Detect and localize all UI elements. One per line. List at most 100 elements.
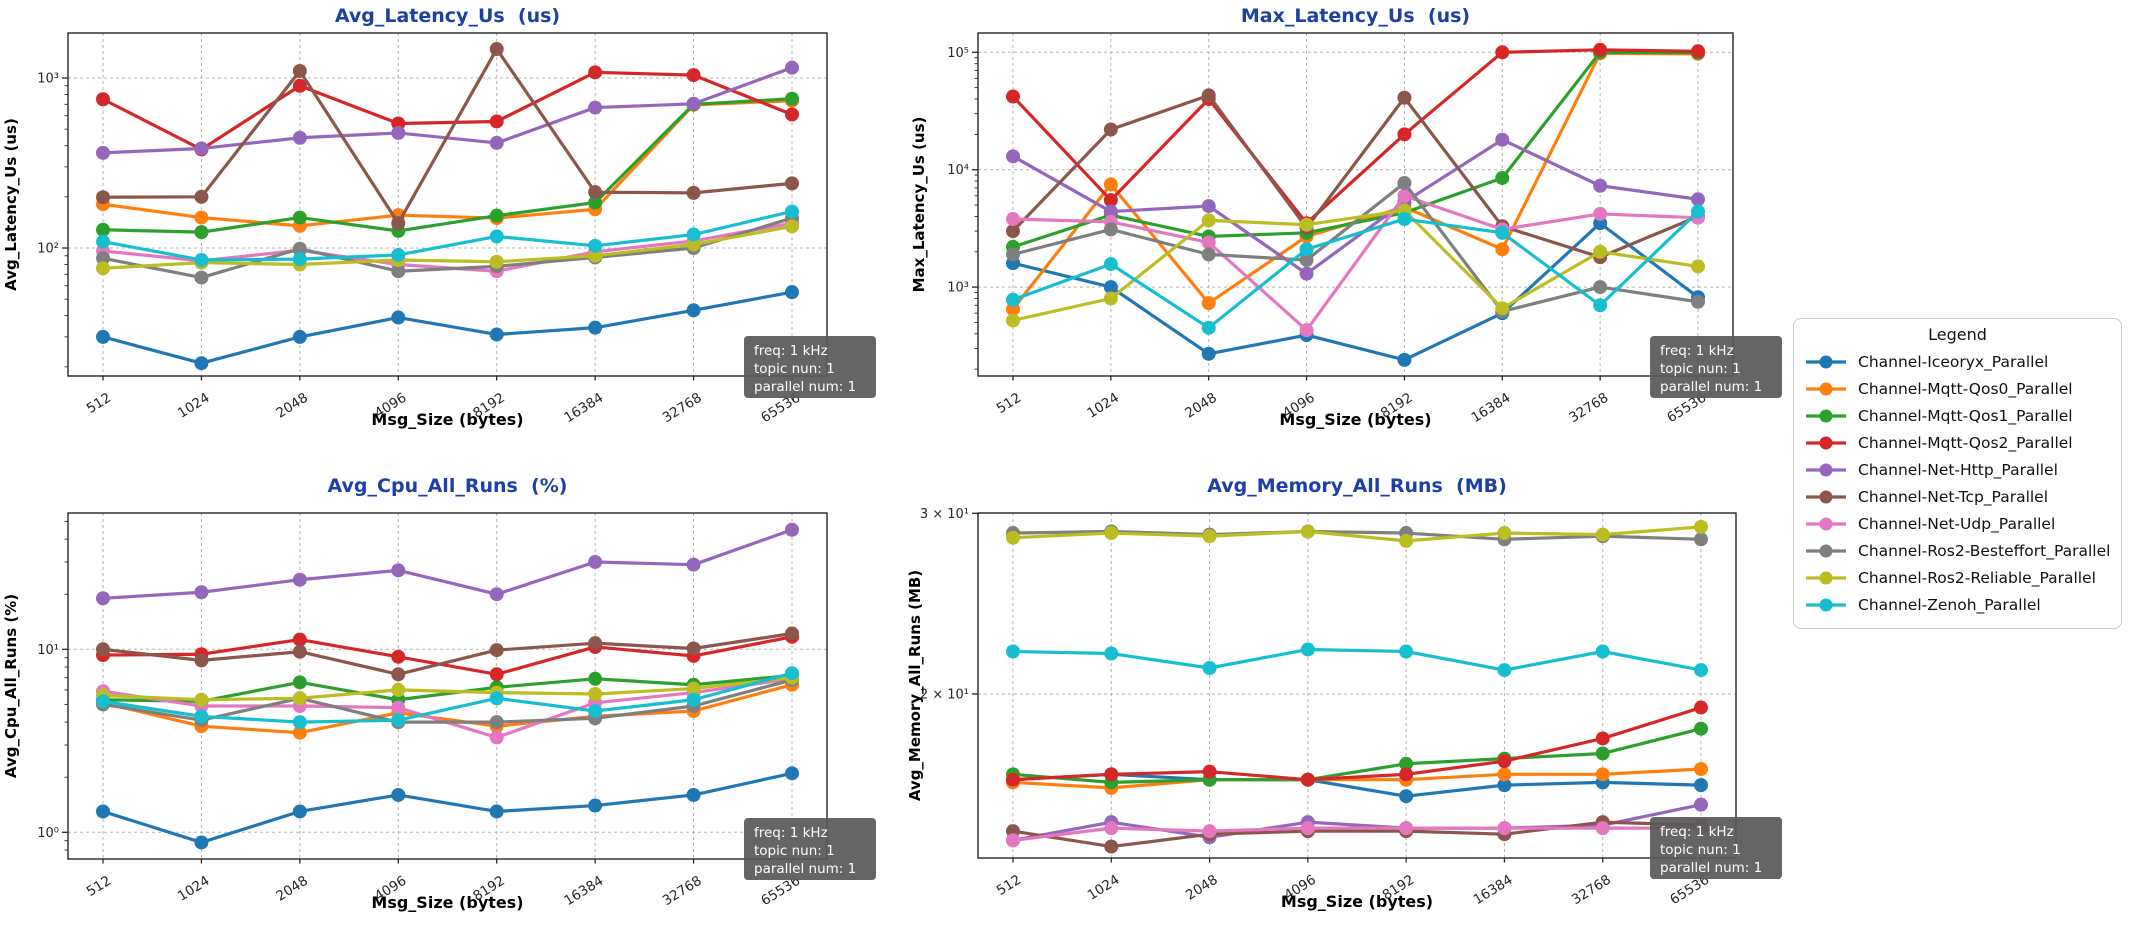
x-tick-label: 2048 (1182, 390, 1220, 422)
y-tick-label: 10³ (37, 72, 59, 87)
data-point (1595, 767, 1610, 782)
data-point (1201, 320, 1216, 335)
data-point (1593, 206, 1608, 221)
data-point (194, 709, 209, 724)
data-point (96, 92, 110, 107)
x-tick-label: 1024 (175, 873, 213, 905)
annotation-line: topic nun: 1 (754, 361, 835, 377)
series-line (1012, 647, 1702, 672)
data-point (686, 237, 701, 252)
data-point (686, 787, 701, 802)
series-line (102, 47, 793, 225)
legend-item: Channel-Net-Udp_Parallel (1804, 510, 2111, 537)
data-point (1006, 247, 1020, 262)
data-point (588, 100, 603, 115)
data-point (391, 713, 406, 728)
data-point (96, 804, 110, 819)
data-point (1006, 212, 1020, 227)
data-point (1497, 754, 1512, 769)
data-point (1595, 527, 1610, 542)
data-point (1694, 721, 1708, 736)
data-point (96, 190, 110, 205)
data-point (1299, 266, 1314, 281)
data-point (1202, 824, 1217, 839)
data-point (96, 591, 110, 606)
legend-marker-icon (1806, 409, 1846, 422)
data-point (1497, 526, 1512, 541)
plot-border (67, 512, 828, 860)
data-point (1006, 89, 1020, 104)
legend-title: Legend (1928, 325, 1987, 344)
data-point (391, 563, 406, 578)
data-point (1300, 642, 1315, 657)
data-point (292, 252, 307, 267)
y-tick-label: 2 × 10¹ (920, 687, 969, 702)
annotation-bg (744, 336, 876, 398)
data-point (1691, 204, 1705, 219)
data-point (1694, 778, 1708, 793)
legend-marker-icon (1806, 544, 1846, 557)
data-point (1103, 204, 1118, 219)
series-line (1012, 525, 1702, 543)
data-point (1103, 122, 1118, 137)
data-point (1300, 524, 1315, 539)
data-point (588, 704, 603, 719)
data-point (292, 210, 307, 225)
data-point (686, 681, 701, 696)
data-point (1497, 778, 1512, 793)
annotation-box: freq: 1 kHz topic nun: 1 parallel num: 1 (1650, 817, 1782, 879)
annotation-line: freq: 1 kHz (1660, 824, 1734, 840)
data-point (1103, 193, 1118, 208)
data-point (588, 238, 603, 253)
data-point (1299, 242, 1314, 257)
data-point (194, 653, 209, 668)
series-line (102, 631, 793, 676)
annotation-line: parallel num: 1 (1660, 860, 1762, 876)
data-point (1201, 247, 1216, 262)
data-point (194, 835, 209, 850)
annotation-line: topic nun: 1 (1660, 361, 1741, 377)
series-line (102, 209, 793, 262)
data-point (588, 798, 603, 813)
data-point (489, 643, 504, 658)
data-point (686, 185, 701, 200)
legend-item-label: Channel-Iceoryx_Parallel (1858, 352, 2049, 371)
data-point (1694, 797, 1708, 812)
chart-title: Avg_Memory_All_Runs (MB) (1207, 475, 1507, 497)
data-point (489, 42, 504, 57)
data-point (194, 210, 209, 225)
data-point (391, 310, 406, 325)
series-line (1011, 48, 1699, 225)
legend-item-label: Channel-Ros2-Reliable_Parallel (1858, 568, 2096, 587)
data-point (1397, 188, 1412, 203)
data-point (785, 285, 799, 300)
data-point (686, 96, 701, 111)
data-point (1593, 178, 1608, 193)
x-tick-label: 2048 (273, 390, 311, 422)
y-tick-label: 10² (37, 242, 59, 257)
legend-item: Channel-Ros2-Besteffort_Parallel (1804, 537, 2111, 564)
x-axis-label: Msg_Size (bytes) (1279, 410, 1431, 429)
data-point (686, 692, 701, 707)
x-axis-label: Msg_Size (bytes) (1281, 892, 1433, 911)
series-line (1012, 767, 1702, 790)
x-axis-label: Msg_Size (bytes) (371, 893, 523, 912)
annotation-line: topic nun: 1 (1660, 842, 1741, 858)
data-point (96, 145, 110, 160)
chart-title: Max_Latency_Us (us) (1241, 5, 1470, 27)
data-point (1103, 177, 1118, 192)
data-point (686, 68, 701, 83)
data-point (194, 225, 209, 240)
y-tick-label: 3 × 10¹ (920, 507, 969, 522)
data-point (1201, 346, 1216, 361)
series-line (102, 771, 793, 845)
data-point (1299, 323, 1314, 338)
data-point (1300, 821, 1315, 836)
chart-avg-memory: 3 × 10¹ 2 × 10¹ 512 1024 2048 4096 8192 16384 32… (900, 470, 1810, 936)
annotation-box: freq: 1 kHz topic nun: 1 parallel num: 1 (744, 336, 876, 398)
series-line (102, 97, 793, 234)
data-point (489, 114, 504, 129)
data-point (1006, 530, 1020, 545)
legend-item-label: Channel-Net-Tcp_Parallel (1858, 487, 2049, 506)
